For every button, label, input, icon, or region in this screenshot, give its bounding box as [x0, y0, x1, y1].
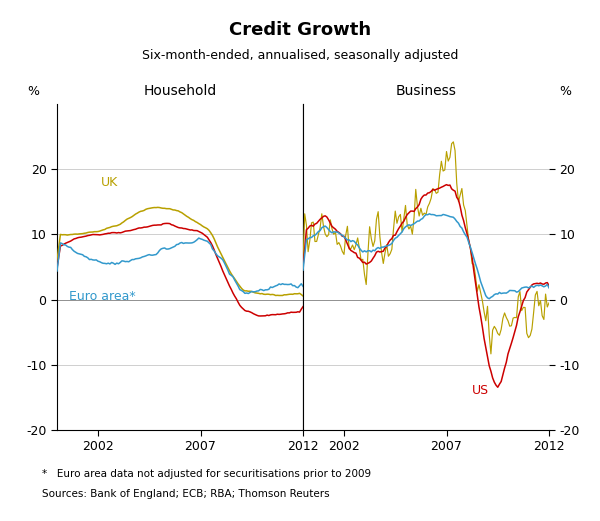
Text: Euro area*: Euro area*	[70, 290, 136, 303]
Text: US: US	[472, 384, 488, 397]
Text: UK: UK	[101, 176, 119, 189]
Text: %: %	[28, 85, 40, 98]
Text: Household: Household	[143, 84, 217, 98]
Text: Sources: Bank of England; ECB; RBA; Thomson Reuters: Sources: Bank of England; ECB; RBA; Thom…	[42, 489, 329, 499]
Text: Credit Growth: Credit Growth	[229, 21, 371, 39]
Text: *   Euro area data not adjusted for securitisations prior to 2009: * Euro area data not adjusted for securi…	[42, 469, 371, 479]
Text: Business: Business	[395, 84, 457, 98]
Text: Six-month-ended, annualised, seasonally adjusted: Six-month-ended, annualised, seasonally …	[142, 49, 458, 63]
Text: %: %	[559, 85, 571, 98]
